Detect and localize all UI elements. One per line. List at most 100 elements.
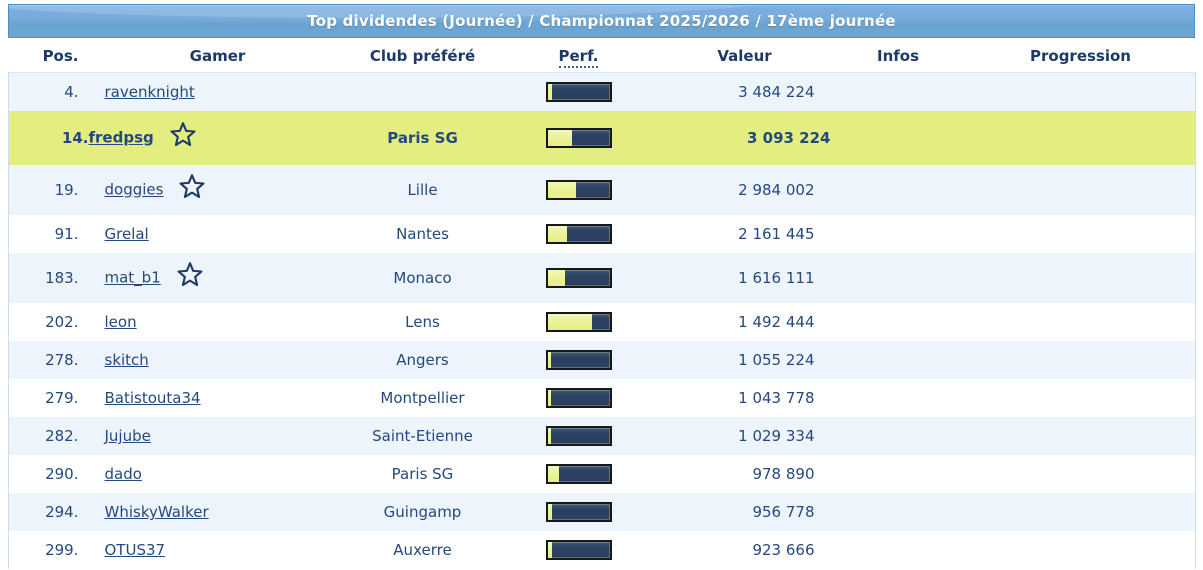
table-body: 4. ravenknight 3 484 224 14. fredpsg [8, 72, 1196, 569]
perf-cell [498, 72, 659, 111]
club-name: Auxerre [393, 541, 452, 559]
perf-cell [499, 215, 659, 253]
progression-cell [965, 455, 1196, 493]
gamer-link[interactable]: fredpsg [88, 128, 154, 147]
table-row: 14. fredpsg Paris SG 3 093 224 [8, 111, 1196, 165]
dividend-value: 1 055 224 [738, 351, 815, 369]
leaderboard-page: Top dividendes (Journée) / Championnat 2… [0, 4, 1203, 569]
perf-cell [499, 303, 659, 341]
perf-bar [545, 388, 612, 408]
gamer-link[interactable]: skitch [104, 351, 149, 369]
row-position: 183. [8, 253, 89, 303]
table-row: 19. doggies Lille 2 984 002 [8, 165, 1196, 215]
progression-cell [965, 417, 1196, 455]
dividend-value: 3 484 224 [658, 72, 831, 111]
perf-bar-fill [547, 428, 551, 444]
perf-bar [545, 350, 612, 370]
gamer-link[interactable]: OTUS37 [104, 541, 166, 559]
col-header-club: Club préféré [346, 38, 499, 73]
gamer-link[interactable]: dado [104, 465, 142, 483]
perf-bar-fill [547, 466, 559, 482]
infos-cell [831, 531, 966, 569]
row-position: 279. [8, 379, 89, 417]
club-name: Guingamp [383, 503, 462, 521]
gamer-cell: Batistouta34 [89, 379, 347, 417]
infos-cell [831, 493, 966, 531]
gamer-link[interactable]: Grelal [104, 225, 149, 243]
infos-cell [831, 417, 966, 455]
row-position: 294. [8, 493, 89, 531]
row-position: 19. [8, 165, 89, 215]
star-icon [175, 260, 205, 294]
gamer-cell: skitch [89, 341, 347, 379]
perf-cell [499, 341, 659, 379]
infos-cell [831, 341, 966, 379]
perf-bar-fill [547, 84, 553, 100]
club-name: Saint-Etienne [372, 427, 473, 445]
dividend-value: 1 492 444 [738, 313, 815, 331]
perf-sort-label[interactable]: Perf. [558, 47, 599, 68]
perf-bar [545, 540, 612, 560]
perf-bar [545, 464, 612, 484]
perf-bar [545, 180, 612, 200]
gamer-link[interactable]: WhiskyWalker [104, 503, 209, 521]
perf-cell [499, 417, 659, 455]
perf-bar-fill [547, 226, 567, 242]
row-position: 202. [8, 303, 89, 341]
title-bar: Top dividendes (Journée) / Championnat 2… [8, 4, 1195, 38]
gamer-cell: fredpsg [89, 111, 347, 165]
perf-bar-fill [547, 130, 573, 146]
progression-cell [965, 303, 1196, 341]
club-name [346, 72, 499, 111]
table-row: 279. Batistouta34 Montpellier 1 043 778 [8, 379, 1196, 417]
perf-bar-fill [547, 390, 551, 406]
perf-cell [499, 111, 659, 165]
gamer-link[interactable]: leon [104, 313, 137, 331]
gamer-link[interactable]: Batistouta34 [104, 389, 201, 407]
row-position: 290. [8, 455, 89, 493]
infos-cell [831, 455, 966, 493]
col-header-progression: Progression [965, 38, 1196, 73]
col-header-gamer: Gamer [88, 38, 347, 73]
club-name: Paris SG [391, 465, 454, 483]
dividend-value: 1 043 778 [738, 389, 815, 407]
dividend-value: 923 666 [752, 541, 815, 559]
gamer-cell: ravenknight [88, 72, 347, 111]
progression-cell [965, 165, 1196, 215]
club-name: Lens [405, 313, 440, 331]
infos-cell [831, 379, 966, 417]
perf-bar [545, 426, 612, 446]
gamer-link[interactable]: ravenknight [104, 83, 195, 101]
gamer-cell: mat_b1 [89, 253, 347, 303]
perf-bar [545, 224, 612, 244]
club-name: Angers [396, 351, 449, 369]
perf-bar-fill [547, 504, 552, 520]
perf-cell [499, 379, 659, 417]
perf-bar-fill [547, 182, 577, 198]
row-position: 14. [8, 111, 89, 165]
gamer-cell: WhiskyWalker [89, 493, 347, 531]
col-header-valeur: Valeur [658, 38, 831, 73]
gamer-cell: doggies [89, 165, 347, 215]
perf-bar [545, 502, 612, 522]
page-title: Top dividendes (Journée) / Championnat 2… [307, 12, 896, 30]
gamer-cell: OTUS37 [89, 531, 347, 569]
gamer-cell: dado [89, 455, 347, 493]
perf-bar-fill [547, 314, 593, 330]
gamer-cell: Jujube [89, 417, 347, 455]
row-position: 91. [8, 215, 89, 253]
gamer-link[interactable]: doggies [104, 180, 164, 199]
dividend-value: 2 984 002 [738, 181, 815, 199]
row-position: 4. [8, 72, 89, 111]
col-header-perf[interactable]: Perf. [498, 38, 659, 73]
table-row: 282. Jujube Saint-Etienne 1 029 334 [8, 417, 1196, 455]
infos-cell [831, 253, 966, 303]
gamer-link[interactable]: Jujube [104, 427, 151, 445]
club-name: Paris SG [387, 129, 458, 147]
col-header-pos: Pos. [8, 38, 89, 73]
perf-cell [499, 531, 659, 569]
progression-cell [965, 379, 1196, 417]
perf-cell [499, 455, 659, 493]
gamer-link[interactable]: mat_b1 [104, 268, 161, 287]
infos-cell [831, 215, 966, 253]
